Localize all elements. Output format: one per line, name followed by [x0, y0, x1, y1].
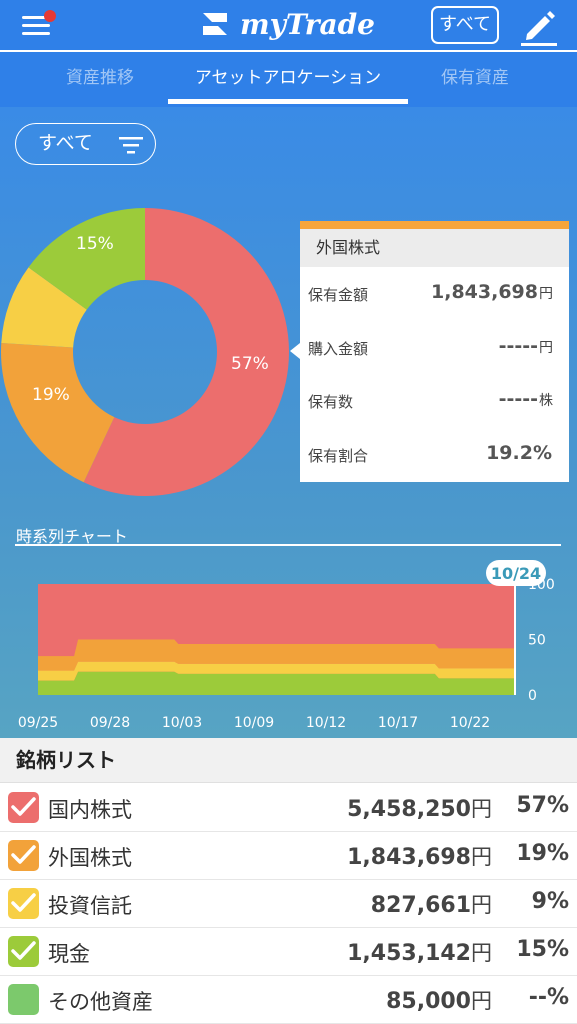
filter-button[interactable]: すべて: [15, 123, 156, 165]
y-tick-label: 0: [528, 688, 537, 704]
tooltip-row-label: 購入金額: [308, 339, 369, 358]
list-item-name: 国内株式: [48, 798, 132, 822]
area-series-foreign: [38, 639, 515, 671]
tooltip-row-value: -----: [498, 388, 538, 410]
x-tick-label: 09/25: [18, 715, 58, 731]
tooltip-row-label: 保有金額: [308, 286, 369, 304]
x-tick-label: 10/09: [234, 715, 274, 731]
filter-icon: [119, 137, 143, 154]
checkbox-checked-icon[interactable]: [8, 792, 39, 823]
list-item-name: 現金: [48, 942, 90, 966]
list-item-percent: 19%: [516, 841, 569, 866]
tooltip-title: 外国株式: [300, 229, 569, 267]
checkbox-checked-icon[interactable]: [8, 840, 39, 871]
tooltip-row-label: 保有割合: [308, 446, 369, 465]
account-all-button[interactable]: すべて: [431, 6, 499, 44]
x-tick-label: 10/22: [450, 715, 490, 731]
detail-tooltip: 外国株式 保有金額 1,843,698円 購入金額 -----円 保有数 ---…: [300, 221, 569, 482]
tooltip-row: 保有割合 19.2%: [300, 428, 569, 482]
allocation-panel: すべて 57% 19% 15% 外国株式 保有金額 1,843,698円 購入金…: [0, 107, 577, 738]
tab-holdings[interactable]: 保有資産: [441, 68, 509, 88]
tooltip-row-unit: 円: [539, 339, 553, 356]
tab-asset-history[interactable]: 資産推移: [66, 68, 134, 88]
tooltip-row: 保有数 -----株: [300, 374, 569, 428]
timeseries-divider: [15, 544, 561, 546]
holdings-list-title: 銘柄リスト: [0, 738, 577, 783]
tooltip-row: 購入金額 -----円: [300, 321, 569, 375]
timeseries-title: 時系列チャート: [16, 527, 128, 546]
tab-asset-allocation[interactable]: アセットアロケーション: [194, 68, 382, 88]
tooltip-row-unit: 株: [539, 393, 553, 409]
list-item[interactable]: 国内株式 5,458,250円 57%: [0, 784, 577, 832]
list-item-percent: 57%: [516, 793, 569, 818]
list-item-amount: 1,843,698円: [347, 845, 492, 870]
list-item-percent: 9%: [531, 889, 569, 914]
checkbox-icon[interactable]: [8, 984, 39, 1015]
list-item[interactable]: その他資産 85,000円 --%: [0, 976, 577, 1024]
logo-mark-icon: [203, 13, 227, 35]
list-item-amount: 5,458,250円: [347, 797, 492, 822]
logo-text: myTrade: [240, 7, 375, 41]
list-item-percent: 15%: [516, 937, 569, 962]
tooltip-accent-bar: [300, 221, 569, 229]
x-tick-label: 10/03: [162, 715, 202, 731]
donut-slice-3[interactable]: [28, 208, 145, 310]
donut-slice-0[interactable]: [83, 208, 290, 497]
donut-label-foreign: 19%: [32, 385, 70, 405]
list-item[interactable]: 投資信託 827,661円 9%: [0, 880, 577, 928]
allocation-donut-chart[interactable]: [0, 207, 290, 499]
tooltip-row-value: 19.2%: [486, 441, 552, 464]
list-item-name: その他資産: [48, 990, 153, 1014]
edit-icon[interactable]: [517, 4, 561, 48]
list-item-name: 外国株式: [48, 846, 132, 870]
date-marker-label: 10/24: [491, 564, 541, 583]
app-header: myTrade すべて: [0, 0, 577, 50]
tooltip-row-label: 保有数: [308, 393, 354, 411]
x-tick-label: 09/28: [90, 715, 130, 731]
checkbox-checked-icon[interactable]: [8, 936, 39, 967]
tab-bar: 資産推移 アセットアロケーション 保有資産: [0, 52, 577, 107]
tooltip-row-value: -----: [498, 334, 538, 357]
list-item[interactable]: 外国株式 1,843,698円 19%: [0, 832, 577, 880]
x-tick-label: 10/12: [306, 715, 346, 731]
donut-slice-2[interactable]: [1, 267, 87, 348]
list-item-amount: 1,453,142円: [347, 941, 492, 966]
list-item-amount: 85,000円: [386, 989, 492, 1014]
list-item-percent: --%: [528, 985, 569, 1010]
list-item-name: 投資信託: [48, 894, 132, 918]
list-item[interactable]: 現金 1,453,142円 15%: [0, 928, 577, 976]
tab-active-indicator: [168, 99, 408, 104]
area-series-fund: [38, 661, 515, 681]
x-tick-label: 10/17: [378, 715, 418, 731]
tooltip-arrow: [290, 343, 300, 359]
list-item-amount: 827,661円: [370, 893, 492, 918]
filter-label: すべて: [38, 132, 93, 154]
date-marker-badge[interactable]: [486, 560, 546, 586]
area-series-cash: [38, 671, 515, 695]
tooltip-row: 保有金額 1,843,698円: [300, 267, 569, 321]
checkbox-checked-icon[interactable]: [8, 888, 39, 919]
donut-label-domestic: 57%: [231, 354, 269, 374]
y-tick-label: 50: [528, 633, 546, 649]
donut-label-cash: 15%: [76, 234, 114, 254]
app-logo: myTrade: [200, 6, 375, 42]
menu-button[interactable]: [20, 10, 56, 38]
tooltip-row-value: 1,843,698: [431, 281, 538, 303]
tooltip-row-unit: 円: [539, 286, 553, 302]
donut-slice-1[interactable]: [0, 342, 115, 483]
notification-dot: [44, 10, 56, 22]
